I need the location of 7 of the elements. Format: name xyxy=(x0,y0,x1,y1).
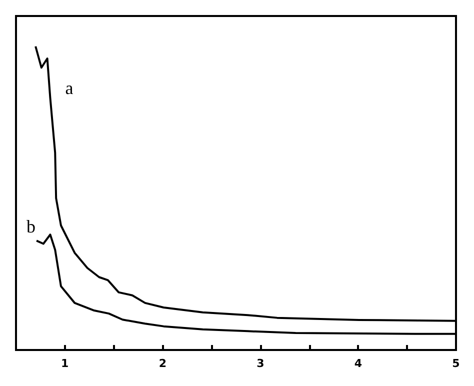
x-tick-label: 2 xyxy=(158,357,166,370)
series-label: a xyxy=(65,78,74,98)
x-tick-label: 1 xyxy=(61,357,69,370)
x-tick-label: 3 xyxy=(256,357,264,370)
x-tick-label: 4 xyxy=(354,357,362,370)
series-label: b xyxy=(26,216,36,237)
x-tick-label: 5 xyxy=(452,357,460,370)
